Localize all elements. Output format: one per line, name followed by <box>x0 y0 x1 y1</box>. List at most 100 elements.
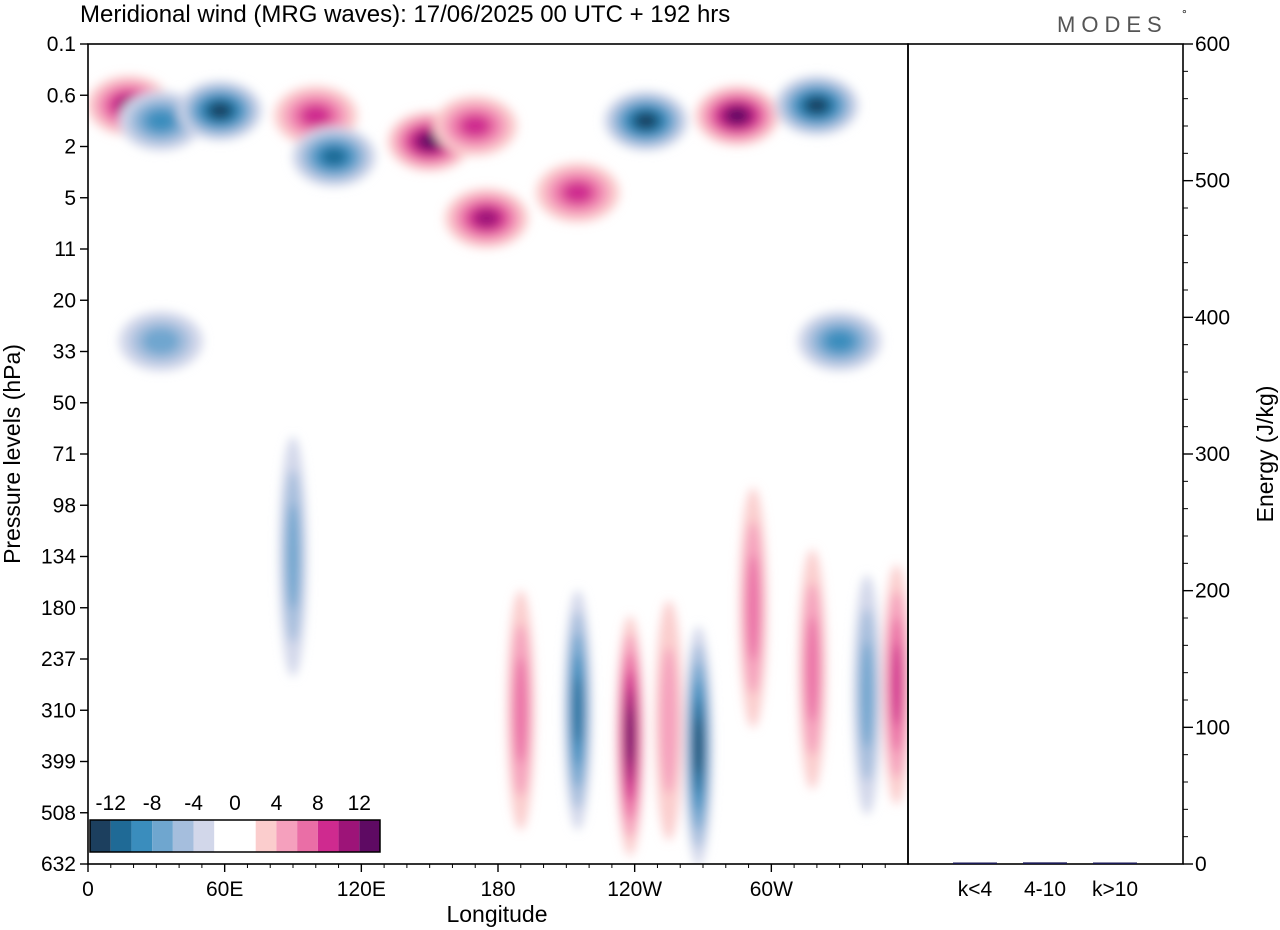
contour-level <box>726 108 748 124</box>
contour-level <box>626 706 634 765</box>
brand-logo: MODES <box>1057 12 1168 37</box>
energy-frame <box>907 43 1184 865</box>
wind-anomaly <box>118 311 203 372</box>
contour-level <box>806 98 828 113</box>
contour-level <box>695 717 702 776</box>
wind-anomaly <box>535 162 620 223</box>
colorbar-swatch <box>172 820 194 852</box>
contour-level <box>514 656 527 764</box>
contour-level <box>825 330 855 352</box>
energy-bar <box>1093 862 1137 864</box>
y-tick-label: 5 <box>64 187 76 210</box>
wind-anomaly <box>506 590 535 831</box>
contour-level <box>142 327 180 355</box>
wind-anomaly <box>774 75 859 136</box>
contour-level <box>146 110 176 132</box>
x-axis-label: Longitude <box>446 901 547 927</box>
contour-level <box>891 642 902 727</box>
colorbar-swatch <box>317 820 339 852</box>
energy-bar <box>1023 862 1067 864</box>
y-tick-label: 33 <box>53 341 76 364</box>
colorbar-label: 4 <box>271 792 283 815</box>
wind-anomaly <box>739 487 768 728</box>
y-tick-label: 508 <box>41 802 76 825</box>
y-tick-label: 50 <box>53 392 76 415</box>
colorbar-label: 12 <box>348 792 371 815</box>
y-tick-label: 180 <box>41 597 76 620</box>
x-tick-label: 180 <box>480 878 515 901</box>
y-tick-label: 11 <box>54 238 76 261</box>
contour-level <box>573 675 582 745</box>
y-tick-label: 98 <box>53 494 76 517</box>
colorbar-swatch <box>214 820 235 852</box>
wind-anomaly <box>444 188 529 249</box>
wind-anomaly <box>797 311 882 372</box>
colorbar-swatch <box>359 820 380 852</box>
y-tick-label: 237 <box>41 648 76 671</box>
colorbar-label: -12 <box>96 792 126 815</box>
energy-bars: k<4 4-10 k>10 <box>953 862 1138 901</box>
y-tick-label: 632 <box>41 853 76 876</box>
colorbar-swatch <box>90 820 111 852</box>
colorbar-swatch <box>255 820 277 852</box>
chart-title: Meridional wind (MRG waves): 17/06/2025 … <box>80 1 730 28</box>
energy-tick-label: 100 <box>1195 716 1230 739</box>
wind-anomaly <box>178 80 263 141</box>
colorbar-swatch <box>338 820 360 852</box>
wind-anomaly <box>279 436 307 677</box>
wind-anomaly <box>882 564 908 805</box>
x-tick-label: 120W <box>607 878 662 901</box>
x-tick-label: 60E <box>206 878 243 901</box>
energy-category-label: k>10 <box>1092 878 1138 901</box>
wind-anomaly <box>616 615 645 856</box>
contour-level <box>660 646 678 795</box>
contour-level <box>322 148 346 166</box>
energy-tick-label: 600 <box>1195 33 1230 56</box>
y-tick-label: 399 <box>41 751 76 774</box>
wind-anomaly <box>798 549 827 790</box>
contour-level <box>286 503 300 610</box>
colorbar-swatch <box>152 820 173 852</box>
x-tick-label: 60W <box>750 878 793 901</box>
y-axis-label: Pressure levels (hPa) <box>0 344 25 564</box>
energy-axis-label: Energy (J/kg) <box>1252 386 1278 523</box>
colorbar-swatch <box>276 820 298 852</box>
energy-axis: 0 100 200 300 400 500 600 <box>1183 33 1230 876</box>
y-tick-label: 71 <box>53 443 76 466</box>
energy-category-label: k<4 <box>958 878 993 901</box>
brand-mark: ° <box>1182 7 1187 21</box>
contour-level <box>301 105 331 127</box>
wind-anomaly <box>292 126 376 187</box>
contour-level <box>209 103 231 118</box>
contour-level <box>563 182 593 204</box>
colorbar-swatch <box>193 820 215 852</box>
y-tick-label: 2 <box>64 136 76 159</box>
colorbar-swatch <box>235 820 256 852</box>
energy-category-label: 4-10 <box>1024 878 1066 901</box>
energy-bar <box>953 862 997 864</box>
y-tick-label: 0.6 <box>47 84 76 107</box>
wind-anomaly <box>695 85 780 146</box>
colorbar-frame <box>89 819 381 853</box>
y-tick-label: 134 <box>41 546 76 569</box>
wind-anomaly <box>684 626 713 864</box>
colorbar-label: -4 <box>184 792 203 815</box>
colorbar-label: -8 <box>143 792 162 815</box>
wind-anomaly <box>563 590 592 831</box>
contour-level <box>460 115 490 137</box>
wind-anomaly <box>654 600 683 841</box>
contour-level <box>474 209 499 227</box>
wind-anomaly <box>604 90 689 151</box>
longitude-axis: 0 60E 120E 180 120W 60W <box>82 864 886 901</box>
wind-anomaly <box>118 90 203 151</box>
contour-level <box>635 113 657 129</box>
pressure-axis: 0.1 0.6 2 5 11 20 33 50 71 98 134 180 237 310 399 508 63… <box>41 33 88 876</box>
energy-tick-label: 500 <box>1195 170 1230 193</box>
y-tick-label: 310 <box>41 699 76 722</box>
contour-level <box>746 554 760 662</box>
colorbar-label: 8 <box>312 792 324 815</box>
contour-level <box>860 641 874 749</box>
y-tick-label: 0.1 <box>47 33 76 56</box>
colorbar-swatch <box>131 820 153 852</box>
